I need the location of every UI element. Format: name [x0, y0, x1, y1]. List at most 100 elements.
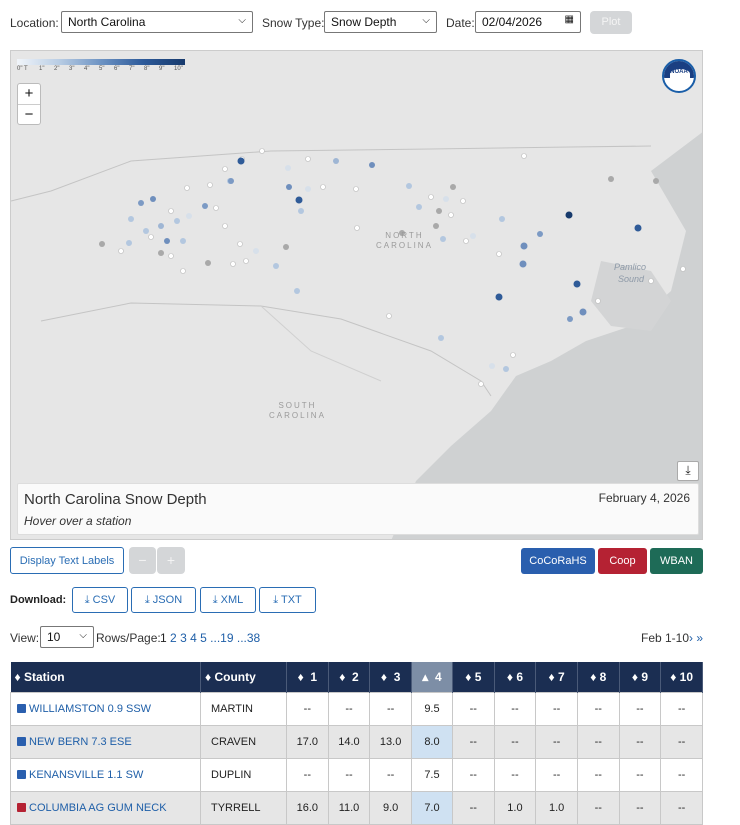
value-cell: -- [618, 725, 662, 759]
location-label: Location: [10, 16, 59, 30]
value-cell: -- [493, 725, 537, 759]
decrease-button[interactable]: − [129, 547, 156, 574]
map-info-date: February 4, 2026 [598, 491, 690, 505]
col-header-day[interactable]: ♦ 1 [286, 662, 329, 693]
value-cell: -- [286, 758, 329, 792]
col-header-station[interactable]: ♦ Station [10, 662, 201, 693]
value-cell: 8.0 [410, 725, 453, 759]
col-header-day-label: 6 [516, 670, 524, 684]
page-link[interactable]: 4 [190, 631, 197, 645]
value-cell: -- [576, 725, 620, 759]
value-cell: -- [535, 758, 578, 792]
value-cell: -- [493, 692, 537, 726]
increase-button[interactable]: + [157, 547, 185, 574]
download-csv-button[interactable]: ⤓ CSV [72, 587, 128, 613]
col-header-station-label: Station [23, 670, 65, 684]
plot-button[interactable]: Plot [590, 11, 632, 34]
station-link[interactable]: WILLIAMSTON 0.9 SSW [29, 703, 152, 715]
col-header-day[interactable]: ♦ 5 [452, 662, 495, 693]
station-link[interactable]: COLUMBIA AG GUM NECK [29, 802, 167, 814]
download-json-button[interactable]: ⤓ JSON [131, 587, 196, 613]
state-label-sc-line1: SOUTH [278, 401, 317, 410]
snow-type-select[interactable]: Snow Depth ⌵ [324, 11, 437, 33]
station-link[interactable]: KENANSVILLE 1.1 SW [29, 769, 144, 781]
col-header-day-label: 8 [599, 670, 607, 684]
station-cell[interactable]: COLUMBIA AG GUM NECK [10, 791, 201, 825]
value-cell: -- [660, 692, 703, 726]
col-header-day[interactable]: ♦ 8 [577, 662, 620, 693]
col-header-day-label: 5 [474, 670, 482, 684]
download-xml-button[interactable]: ⤓ XML [200, 587, 256, 613]
station-link[interactable]: NEW BERN 7.3 ESE [29, 736, 132, 748]
col-header-day[interactable]: ♦ 6 [494, 662, 537, 693]
table-row: COLUMBIA AG GUM NECK TYRRELL 16.0 11.0 9.0 7.… [10, 791, 703, 825]
value-cell: 1.0 [493, 791, 537, 825]
page-links: 1 2 3 4 5 ...19 ...38 [160, 631, 260, 645]
value-cell: 14.0 [327, 725, 371, 759]
col-header-day[interactable]: ♦ 3 [369, 662, 412, 693]
col-header-day[interactable]: ♦ 10 [660, 662, 703, 693]
col-header-day-label: 2 [352, 670, 359, 684]
zoom-in-button[interactable]: + [24, 85, 34, 102]
zoom-out-button[interactable]: − [18, 104, 40, 125]
value-cell: -- [576, 692, 620, 726]
current-page: 1 [160, 631, 167, 645]
value-cell: -- [327, 758, 371, 792]
download-icon: ⤓ [212, 594, 218, 606]
col-header-day[interactable]: ♦ 7 [535, 662, 578, 693]
station-cell[interactable]: KENANSVILLE 1.1 SW [10, 758, 201, 792]
legend-tick: 4" [84, 66, 90, 72]
network-color-icon [17, 770, 26, 779]
download-txt-label: TXT [280, 594, 302, 606]
next-page-link[interactable]: › » [689, 631, 704, 645]
date-value: 02/04/2026 [482, 15, 543, 29]
page-link[interactable]: ...38 [236, 631, 261, 645]
col-header-county[interactable]: ♦ County [200, 662, 287, 693]
rows-per-page-select[interactable]: 10 ⌵ [40, 626, 94, 648]
legend-tick: 5" [99, 66, 105, 72]
download-map-icon[interactable]: ⤓ [677, 461, 699, 481]
col-header-day[interactable]: ♦ 2 [328, 662, 371, 693]
value-cell: -- [618, 758, 662, 792]
county-cell: DUPLIN [200, 758, 287, 792]
location-select[interactable]: North Carolina ⌵ [61, 11, 253, 33]
value-cell: -- [535, 725, 578, 759]
network-wban-button[interactable]: WBAN [650, 548, 703, 574]
col-header-day[interactable]: ♦ 9 [619, 662, 662, 693]
station-cell[interactable]: NEW BERN 7.3 ESE [10, 725, 201, 759]
display-text-labels-button[interactable]: Display Text Labels [10, 547, 124, 574]
value-cell: 13.0 [369, 725, 412, 759]
state-label-nc-line2: CAROLINA [376, 241, 433, 250]
download-icon: ⤓ [144, 594, 150, 606]
date-input[interactable]: 02/04/2026 ▦ [475, 11, 581, 33]
table-row: NEW BERN 7.3 ESE CRAVEN 17.0 14.0 13.0 8.0 -- -… [10, 725, 703, 759]
value-cell: -- [369, 692, 412, 726]
value-cell: -- [618, 692, 662, 726]
download-csv-label: CSV [92, 594, 116, 606]
snow-map[interactable]: NORTH CAROLINA SOUTH CAROLINA Pamlico So… [10, 50, 703, 540]
network-cocorahs-button[interactable]: CoCoRaHS [521, 548, 595, 574]
value-cell: 17.0 [286, 725, 329, 759]
chevron-down-icon: ⌵ [238, 15, 246, 26]
station-cell[interactable]: WILLIAMSTON 0.9 SSW [10, 692, 201, 726]
page-link[interactable]: 2 [170, 631, 177, 645]
chevron-down-icon: ⌵ [79, 630, 87, 641]
col-header-day-label: 9 [641, 670, 648, 684]
table-row: WILLIAMSTON 0.9 SSW MARTIN -- -- -- 9.5 -- -- --… [10, 692, 703, 726]
page-link[interactable]: ...19 [210, 631, 234, 645]
legend-tick: 3" [69, 66, 75, 72]
value-cell: -- [286, 692, 329, 726]
download-label: Download: [10, 594, 67, 606]
calendar-icon[interactable]: ▦ [564, 14, 574, 25]
table-row: KENANSVILLE 1.1 SW DUPLIN -- -- -- 7.5 -- -- -- -… [10, 758, 703, 792]
snow-data-table: ♦ Station ♦ County ♦ 1 ♦ 2 ♦ 3 ▴ 4 ♦ 5 ♦… [10, 662, 703, 825]
network-coop-button[interactable]: Coop [598, 548, 647, 574]
page-link[interactable]: 3 [180, 631, 187, 645]
col-header-day-sorted[interactable]: ▴ 4 [411, 662, 453, 693]
map-info-box: North Carolina Snow Depth Hover over a s… [17, 483, 699, 535]
page-link[interactable]: 5 [200, 631, 207, 645]
legend-tick: 0" [17, 66, 23, 72]
col-header-day-label: 3 [393, 670, 401, 684]
col-header-day-label: 7 [558, 670, 565, 684]
download-txt-button[interactable]: ⤓ TXT [259, 587, 316, 613]
